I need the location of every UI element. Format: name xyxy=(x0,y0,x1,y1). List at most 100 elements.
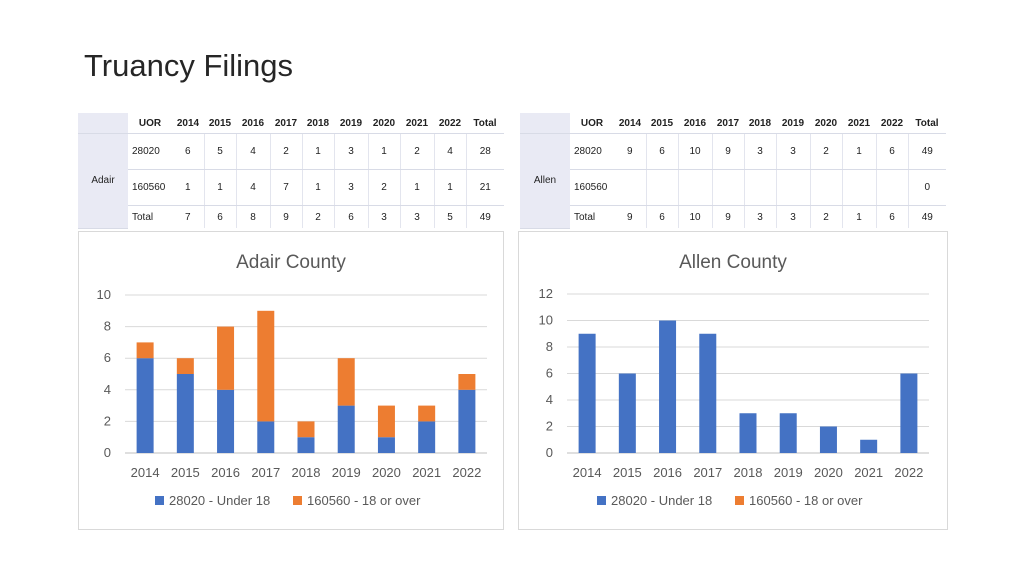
allen-data-table: UOR 2014 2015 2016 2017 2018 2019 2020 2… xyxy=(520,113,946,229)
table-cell: 49 xyxy=(921,211,933,223)
table-cell: 1 xyxy=(368,133,401,170)
bar-18-or-over-2018 xyxy=(297,421,315,438)
legend-swatch xyxy=(155,496,164,505)
chart-title: Adair County xyxy=(236,252,346,273)
table-cell: 0 xyxy=(908,169,946,206)
x-tick-label: 2022 xyxy=(452,465,481,480)
allen-bar-chart: Allen County 0 2 4 6 8 10 12 2014 2015 2016 2017 201… xyxy=(539,252,929,508)
table-cell: 2 xyxy=(270,133,303,170)
table-cell: 7 xyxy=(172,205,205,228)
table-cell: 4 xyxy=(236,169,271,206)
table-cell: 1 xyxy=(302,133,335,170)
table-cell: 6 xyxy=(646,133,679,170)
bar-under-18-2021 xyxy=(860,439,878,453)
bar-under-18-2014 xyxy=(578,333,596,453)
table-cell: 28 xyxy=(466,133,504,170)
table-cell: 1 xyxy=(842,205,877,228)
table-cell xyxy=(614,169,647,206)
table-cell: 3 xyxy=(776,133,811,170)
legend-label: 160560 - 18 or over xyxy=(307,493,421,508)
adair-bar-chart: Adair County 0 2 4 6 8 10 2014 2015 2016 2017 2018 2… xyxy=(97,252,487,508)
header-cell: Total xyxy=(908,113,946,134)
county-label: Allen xyxy=(520,133,570,229)
table-cell: 2 xyxy=(400,133,435,170)
x-tick-label: 2019 xyxy=(332,465,361,480)
table-cell xyxy=(842,169,877,206)
header-cell: 2022 xyxy=(434,113,466,134)
table-cell xyxy=(646,169,679,206)
y-tick-label: 8 xyxy=(546,339,553,354)
table-cell: 9 xyxy=(712,205,745,228)
header-cell: Total xyxy=(466,113,504,134)
x-tick-label: 2020 xyxy=(372,465,401,480)
x-tick-label: 2016 xyxy=(211,465,240,480)
x-tick-label: 2014 xyxy=(131,465,160,480)
table-cell: 9 xyxy=(614,205,647,228)
x-tick-label: 2018 xyxy=(292,465,321,480)
table-cell: 1 xyxy=(172,169,205,206)
x-tick-label: 2015 xyxy=(613,465,642,480)
table-cell: 3 xyxy=(400,205,435,228)
bar-18-or-over-2020 xyxy=(377,405,395,438)
county-label: Adair xyxy=(78,133,128,229)
table-cell: 9 xyxy=(712,133,745,170)
table-row: Total 7 6 8 9 2 6 3 3 5 49 xyxy=(78,205,504,228)
header-cell: 2017 xyxy=(270,113,302,134)
table-cell xyxy=(712,169,745,206)
x-tick-label: 2017 xyxy=(251,465,280,480)
table-corner xyxy=(520,113,570,134)
y-tick-label: 10 xyxy=(97,287,111,302)
x-tick-label: 2015 xyxy=(171,465,200,480)
table-row: Allen 28020 9 6 10 9 3 3 2 1 6 49 xyxy=(520,133,946,229)
bar-under-18-2016 xyxy=(217,389,235,453)
table-cell: 6 xyxy=(172,133,205,170)
table-cell xyxy=(776,169,811,206)
x-tick-label: 2014 xyxy=(573,465,602,480)
table-cell: 7 xyxy=(270,169,303,206)
bar-under-18-2016 xyxy=(659,320,677,453)
chart-title: Allen County xyxy=(679,252,787,273)
y-tick-label: 10 xyxy=(539,313,553,328)
bar-under-18-2022 xyxy=(900,373,918,453)
header-cell: 2014 xyxy=(614,113,646,134)
table-cell: 49 xyxy=(908,133,946,170)
table-cell xyxy=(810,169,843,206)
bar-18-or-over-2022 xyxy=(458,374,476,390)
table-cell xyxy=(876,169,909,206)
legend-label: 160560 - 18 or over xyxy=(749,493,863,508)
header-cell: 2015 xyxy=(646,113,678,134)
table-cell: 49 xyxy=(479,211,491,223)
bar-under-18-2014 xyxy=(136,358,154,453)
table-cell: 6 xyxy=(876,133,909,170)
table-cell: 8 xyxy=(236,205,271,228)
bar-under-18-2018 xyxy=(297,437,315,453)
bar-under-18-2015 xyxy=(618,373,636,453)
y-tick-label: 0 xyxy=(104,445,111,460)
bar-18-or-over-2014 xyxy=(136,342,154,359)
header-cell: 2017 xyxy=(712,113,744,134)
y-tick-label: 0 xyxy=(546,445,553,460)
table-cell: 3 xyxy=(776,205,811,228)
header-cell: 2020 xyxy=(368,113,400,134)
bar-18-or-over-2019 xyxy=(337,358,355,406)
adair-data-table: UOR 2014 2015 2016 2017 2018 2019 2020 2… xyxy=(78,113,504,229)
table-cell: 2 xyxy=(368,169,401,206)
header-cell: 2015 xyxy=(204,113,236,134)
x-tick-label: 2019 xyxy=(774,465,803,480)
x-tick-label: 2016 xyxy=(653,465,682,480)
table-cell: 6 xyxy=(646,205,679,228)
x-tick-label: 2017 xyxy=(693,465,722,480)
table-cell: 3 xyxy=(334,169,369,206)
table-cell: 5 xyxy=(434,205,467,228)
table-cell: 3 xyxy=(744,133,777,170)
y-tick-label: 12 xyxy=(539,286,553,301)
table-row: Total 9 6 10 9 3 3 2 1 6 49 xyxy=(520,205,946,228)
header-cell: 2016 xyxy=(678,113,712,134)
header-cell: 2018 xyxy=(302,113,334,134)
header-cell: 2020 xyxy=(810,113,842,134)
table-row: 160560 1 1 4 7 1 3 2 1 1 21 xyxy=(78,169,504,206)
table-cell: 1 xyxy=(400,169,435,206)
header-cell: UOR xyxy=(128,113,172,134)
legend-label: 28020 - Under 18 xyxy=(169,493,270,508)
bar-under-18-2021 xyxy=(418,421,436,453)
